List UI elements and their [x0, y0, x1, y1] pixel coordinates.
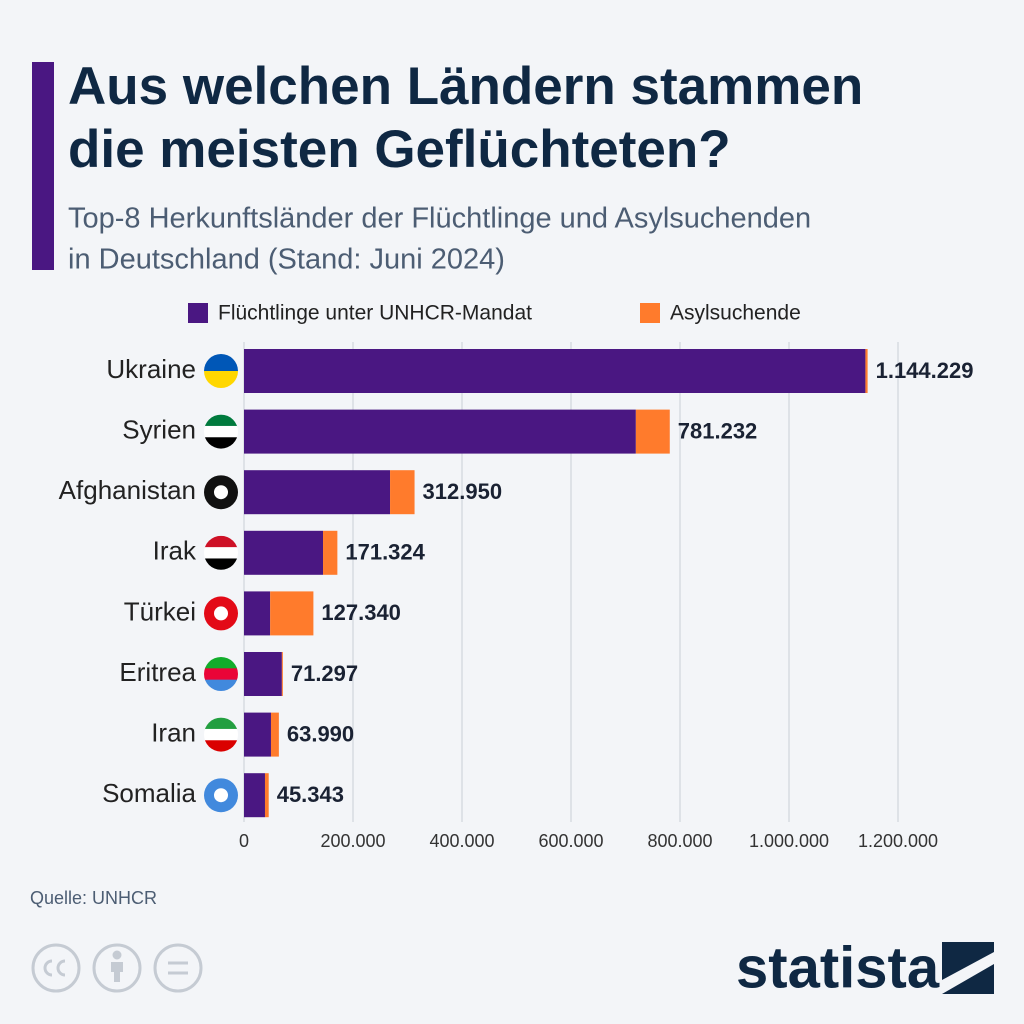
x-tick-label: 600.000: [538, 831, 603, 851]
x-tick-label: 800.000: [647, 831, 712, 851]
flag: [204, 535, 238, 570]
bar-segment: [635, 409, 670, 454]
bar-segment: [244, 470, 391, 515]
y-tick-label: Afghanistan: [59, 475, 196, 505]
brand: statista: [736, 935, 940, 1000]
bar-segment: [264, 773, 269, 818]
total-label: 71.297: [291, 661, 358, 686]
accent-bar: [32, 62, 54, 270]
flag-stripe: [204, 414, 238, 427]
flag: [204, 475, 238, 510]
x-tick-label: 1.200.000: [858, 831, 938, 851]
x-tick-label: 0: [239, 831, 249, 851]
legend-label: Asylsuchende: [670, 302, 801, 325]
flag-body: [204, 535, 238, 570]
x-tick-label: 1.000.000: [749, 831, 829, 851]
license-icons: [31, 943, 203, 993]
x-tick-label: 400.000: [429, 831, 494, 851]
flag-stripe: [204, 437, 238, 449]
flag-body: [204, 717, 238, 752]
bar-segment: [244, 652, 282, 696]
flag: [204, 354, 238, 388]
flag: [204, 778, 238, 813]
bar-segment: [390, 470, 415, 515]
bar-segment: [244, 591, 271, 636]
total-label: 63.990: [287, 721, 354, 746]
bar-segment: [865, 349, 868, 393]
legend-swatch: [640, 303, 660, 323]
bar-segment: [270, 712, 279, 757]
bar-segment: [244, 349, 866, 393]
flag-body: [204, 657, 238, 691]
flag-stripe: [204, 425, 238, 438]
bar-segment: [244, 773, 265, 818]
bar-segment: [281, 652, 283, 696]
flag-body: [204, 354, 238, 388]
brand-logo: [942, 942, 994, 994]
flag-stripe: [204, 740, 238, 752]
y-tick-label: Eritrea: [119, 657, 196, 687]
flag-emblem: [214, 788, 228, 803]
flag: [204, 717, 238, 752]
total-label: 1.144.229: [876, 358, 974, 383]
bar-segment: [244, 530, 324, 575]
flag-stripe: [204, 668, 238, 681]
total-label: 312.950: [423, 479, 503, 504]
legend-swatch: [188, 303, 208, 323]
bar-segment: [323, 530, 338, 575]
bar-segment: [244, 409, 636, 454]
bar-segment: [270, 591, 314, 636]
flag-stripe: [204, 354, 238, 372]
flag: [204, 657, 238, 691]
legend-label: Flüchtlinge unter UNHCR-Mandat: [218, 302, 532, 325]
flag-stripe: [204, 371, 238, 388]
flag-stripe: [204, 717, 238, 730]
flag-stripe: [204, 535, 238, 548]
flag-stripe: [204, 657, 238, 669]
total-label: 127.340: [321, 600, 401, 625]
flag-body: [204, 414, 238, 449]
x-tick-label: 200.000: [320, 831, 385, 851]
flag-stripe: [204, 728, 238, 741]
flag-stripe: [204, 547, 238, 559]
flag-stripe: [204, 558, 238, 570]
y-tick-label: Ukraine: [106, 354, 196, 384]
chart-subtitle: in Deutschland (Stand: Juni 2024): [68, 244, 505, 276]
chart-subtitle: Top-8 Herkunftsländer der Flüchtlinge un…: [68, 203, 811, 235]
total-label: 45.343: [277, 782, 344, 807]
flag: [204, 414, 238, 449]
chart-title: die meisten Geflüchteten?: [68, 120, 731, 179]
source: Quelle: UNHCR: [30, 888, 157, 908]
flag-emblem: [214, 606, 228, 621]
chart-title: Aus welchen Ländern stammen: [68, 57, 863, 116]
y-tick-label: Irak: [153, 536, 197, 566]
total-label: 781.232: [678, 418, 758, 443]
y-tick-label: Türkei: [124, 596, 196, 626]
y-tick-label: Iran: [151, 717, 196, 747]
flag-emblem: [214, 485, 228, 500]
y-tick-label: Syrien: [122, 414, 196, 444]
flag: [204, 596, 238, 631]
total-label: 171.324: [345, 540, 425, 565]
flag-stripe: [204, 679, 238, 691]
bar-segment: [244, 712, 271, 757]
y-tick-label: Somalia: [102, 778, 196, 808]
